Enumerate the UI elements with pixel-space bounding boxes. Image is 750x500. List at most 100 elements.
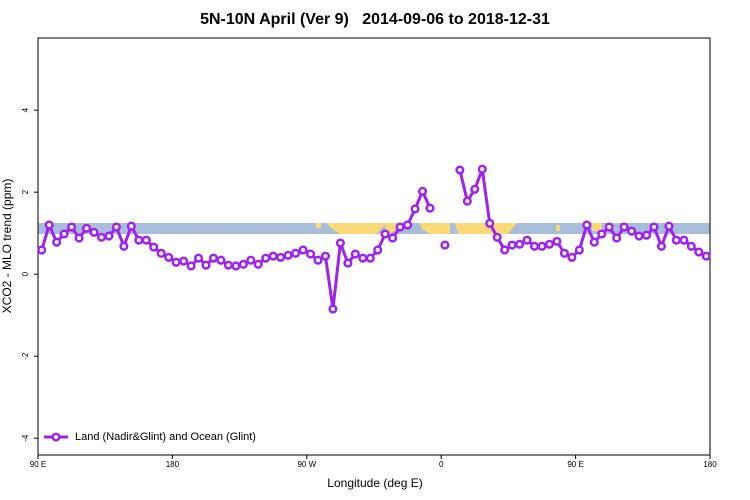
data-point — [305, 249, 316, 259]
data-point — [298, 245, 308, 255]
data-point — [529, 241, 540, 251]
data-point — [320, 251, 331, 261]
data-point — [119, 241, 129, 251]
data-point — [350, 249, 360, 259]
data-point — [208, 253, 219, 263]
data-point — [455, 165, 465, 175]
data-point — [231, 261, 241, 271]
data-point — [81, 223, 92, 233]
data-point — [597, 229, 607, 239]
data-point — [694, 247, 704, 257]
data-point — [507, 240, 517, 250]
legend-label: Land (Nadir&Glint) and Ocean (Glint) — [75, 431, 256, 443]
land-patch — [420, 223, 450, 234]
data-point — [627, 226, 637, 236]
data-point — [89, 227, 99, 237]
data-point — [515, 239, 525, 249]
data-point — [634, 231, 644, 241]
y-tick-label: 4 — [21, 107, 30, 112]
data-point — [179, 256, 189, 266]
data-point — [201, 260, 211, 270]
data-point — [291, 248, 301, 258]
data-point — [373, 245, 383, 255]
plot-frame — [37, 37, 711, 456]
x-axis-label: Longitude (deg E) — [327, 476, 422, 490]
data-point — [395, 222, 405, 232]
y-tick-label: 2 — [21, 189, 30, 194]
data-point — [193, 253, 204, 263]
data-point — [111, 222, 121, 232]
data-point — [141, 235, 151, 245]
data-point — [604, 222, 614, 232]
data-point — [559, 248, 569, 258]
data-point — [313, 255, 323, 265]
data-point — [134, 235, 144, 245]
data-point — [679, 235, 689, 245]
x-tick-label: 0 — [439, 460, 444, 469]
y-tick-label: -2 — [21, 352, 30, 360]
data-point — [701, 251, 711, 261]
data-point — [477, 164, 487, 174]
land-patch — [455, 223, 517, 234]
data-point — [238, 259, 248, 269]
data-point — [500, 245, 510, 255]
data-point — [96, 232, 107, 242]
x-tick-label: 90 W — [297, 460, 316, 469]
data-point — [246, 255, 256, 265]
x-tick-label: 90 E — [567, 460, 583, 469]
data-point — [37, 245, 47, 255]
data-point — [417, 186, 428, 196]
data-point — [612, 233, 622, 243]
data-point — [522, 235, 532, 245]
data-point — [156, 248, 166, 258]
data-point — [440, 240, 450, 250]
land-patch — [327, 223, 384, 234]
data-point — [343, 258, 353, 268]
data-point — [335, 238, 345, 248]
data-point — [186, 261, 196, 271]
data-point — [126, 221, 136, 231]
data-point — [253, 259, 263, 269]
data-point — [492, 232, 502, 242]
data-point — [283, 250, 293, 260]
data-point — [671, 235, 681, 245]
data-point — [59, 229, 69, 239]
data-point — [52, 237, 62, 247]
data-point — [223, 260, 233, 270]
data-point — [485, 218, 495, 228]
data-point — [686, 241, 696, 251]
land-patch — [316, 223, 321, 228]
x-tick-label: 90 E — [30, 460, 46, 469]
chart-title: 5N-10N April (Ver 9) 2014-09-06 to 2018-… — [200, 11, 550, 28]
data-point — [641, 230, 652, 240]
data-point — [582, 220, 592, 230]
data-point — [380, 229, 390, 239]
data-point — [656, 241, 667, 251]
data-point — [268, 251, 278, 261]
data-point — [425, 203, 435, 213]
y-tick-label: -4 — [21, 434, 30, 442]
data-point — [470, 184, 480, 194]
data-point — [74, 233, 84, 243]
data-point — [365, 253, 375, 263]
data-point — [171, 257, 181, 267]
series-line — [40, 187, 432, 310]
data-point — [216, 255, 226, 265]
y-axis-label: XCO2 - MLO trend (ppm) — [0, 179, 14, 314]
data-point — [664, 221, 674, 231]
data-point — [410, 204, 420, 214]
data-point — [462, 196, 472, 206]
data-point — [276, 252, 286, 262]
data-point — [552, 236, 562, 246]
data-point — [403, 220, 413, 230]
x-tick-label: 180 — [166, 460, 180, 469]
data-point — [544, 239, 555, 249]
data-point — [567, 252, 577, 262]
data-point — [574, 245, 584, 255]
y-tick-label: 0 — [21, 271, 30, 276]
data-point — [44, 220, 54, 230]
data-point — [388, 233, 398, 243]
data-point — [328, 304, 338, 314]
data-point — [589, 237, 599, 247]
